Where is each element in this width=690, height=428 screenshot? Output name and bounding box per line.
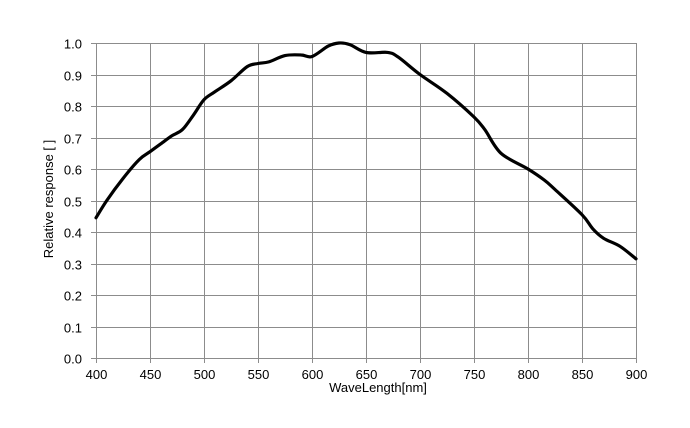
x-tick-label: 500 xyxy=(194,367,216,382)
y-tick-label: 0.4 xyxy=(64,226,82,241)
y-axis-title: Relative response [ ] xyxy=(41,140,56,259)
x-tick-label: 450 xyxy=(140,367,162,382)
x-tick-label: 850 xyxy=(572,367,594,382)
x-tick-label: 800 xyxy=(518,367,540,382)
x-axis-title: WaveLength[nm] xyxy=(329,380,427,395)
y-tick-label: 0.9 xyxy=(64,69,82,84)
y-tick-label: 0.6 xyxy=(64,163,82,178)
y-tick-label: 0.2 xyxy=(64,289,82,304)
y-tick-label: 0.7 xyxy=(64,132,82,147)
x-tick-label: 750 xyxy=(464,367,486,382)
y-tick-label: 0.1 xyxy=(64,321,82,336)
y-tick-label: 1.0 xyxy=(64,37,82,52)
x-tick-label: 400 xyxy=(86,367,108,382)
y-tick-label: 0.3 xyxy=(64,258,82,273)
grid-lines xyxy=(91,43,637,363)
response-curve xyxy=(94,41,638,261)
y-tick-label: 0.8 xyxy=(64,100,82,115)
x-tick-label: 700 xyxy=(410,367,432,382)
y-tick-label: 0.5 xyxy=(64,195,82,210)
x-tick-label: 600 xyxy=(302,367,324,382)
y-tick-label: 0.0 xyxy=(64,352,82,367)
y-axis-ticks: 0.0 0.1 0.2 0.3 0.4 0.5 0.6 0.7 0.8 0.9 1.0 xyxy=(64,37,82,367)
x-axis-ticks: 400 450 500 550 600 650 700 750 800 850 900 xyxy=(86,367,648,382)
x-tick-label: 650 xyxy=(356,367,378,382)
x-tick-label: 900 xyxy=(626,367,648,382)
x-tick-label: 550 xyxy=(248,367,270,382)
